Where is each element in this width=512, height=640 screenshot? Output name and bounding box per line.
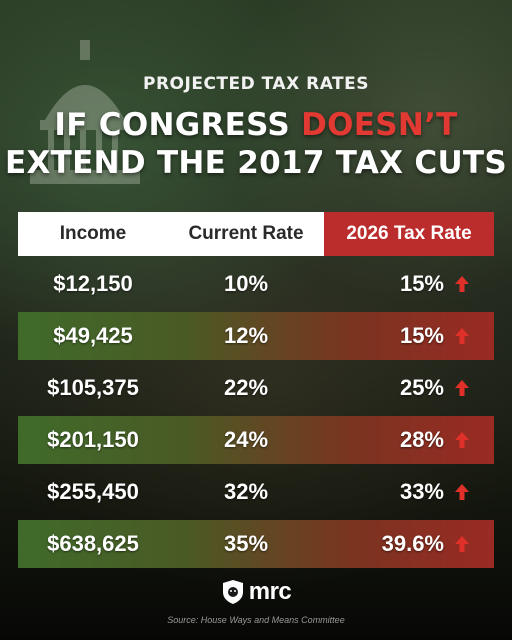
- table-row: $201,150 24% 28%: [18, 416, 494, 464]
- mrc-logo: mrc: [221, 578, 292, 606]
- mrc-logo-icon: [222, 580, 243, 604]
- arrow-up-icon: [455, 276, 469, 292]
- source-text: Source: House Ways and Means Committee: [167, 615, 345, 625]
- table-header: Income Current Rate 2026 Tax Rate: [18, 212, 494, 256]
- arrow-up-icon: [455, 380, 469, 396]
- current-rate-cell: 10%: [223, 271, 269, 296]
- income-cell: $201,150: [47, 427, 139, 452]
- current-rate-cell: 22%: [223, 375, 269, 400]
- title-line-2: EXTEND THE 2017 TAX CUTS: [4, 145, 508, 181]
- rate-2026-value: 39.6%: [381, 531, 444, 556]
- rate-2026-cell: 33%: [324, 479, 494, 505]
- arrow-up-icon: [455, 432, 469, 448]
- rate-2026-value: 25%: [399, 375, 444, 400]
- tax-rate-table: Income Current Rate 2026 Tax Rate $12,15…: [18, 212, 494, 568]
- table-row: $105,375 22% 25%: [18, 364, 494, 412]
- capitol-dome-icon: [30, 40, 140, 184]
- income-cell: $638,625: [47, 531, 139, 556]
- headline: PROJECTED TAX RATES IF CONGRESS DOESN’T …: [0, 74, 512, 182]
- current-rate-cell: 24%: [223, 427, 269, 452]
- kicker-text: PROJECTED TAX RATES: [143, 74, 369, 94]
- logo-text: mrc: [248, 578, 292, 605]
- arrow-up-icon: [455, 484, 469, 500]
- income-cell: $255,450: [47, 479, 139, 504]
- column-header-current-rate: Current Rate: [168, 212, 324, 256]
- table-row: $49,425 12% 15%: [18, 312, 494, 360]
- income-cell: $49,425: [53, 323, 133, 348]
- income-cell: $105,375: [47, 375, 139, 400]
- rate-2026-cell: 15%: [324, 323, 494, 349]
- rate-2026-value: 33%: [399, 479, 444, 504]
- income-cell: $12,150: [53, 271, 133, 296]
- current-rate-cell: 12%: [223, 323, 269, 348]
- table-row: $255,450 32% 33%: [18, 468, 494, 516]
- current-rate-cell: 32%: [223, 479, 269, 504]
- arrow-up-icon: [455, 536, 469, 552]
- rate-2026-value: 28%: [399, 427, 444, 452]
- column-header-2026-rate: 2026 Tax Rate: [324, 212, 494, 256]
- footer: mrc Source: House Ways and Means Committ…: [0, 578, 512, 625]
- rate-2026-cell: 25%: [324, 375, 494, 401]
- title-highlight: DOESN’T: [301, 107, 458, 143]
- title-part: IF CONGRESS: [54, 107, 302, 143]
- rate-2026-cell: 15%: [324, 271, 494, 297]
- current-rate-cell: 35%: [223, 531, 269, 556]
- table-row: $638,625 35% 39.6%: [18, 520, 494, 568]
- rate-2026-cell: 28%: [324, 427, 494, 453]
- title-line-1: IF CONGRESS DOESN’T: [0, 106, 512, 144]
- rate-2026-value: 15%: [399, 323, 444, 348]
- rate-2026-value: 15%: [399, 271, 444, 296]
- table-row: $12,150 10% 15%: [18, 260, 494, 308]
- arrow-up-icon: [455, 328, 469, 344]
- column-header-income: Income: [18, 212, 168, 256]
- rate-2026-cell: 39.6%: [324, 531, 494, 557]
